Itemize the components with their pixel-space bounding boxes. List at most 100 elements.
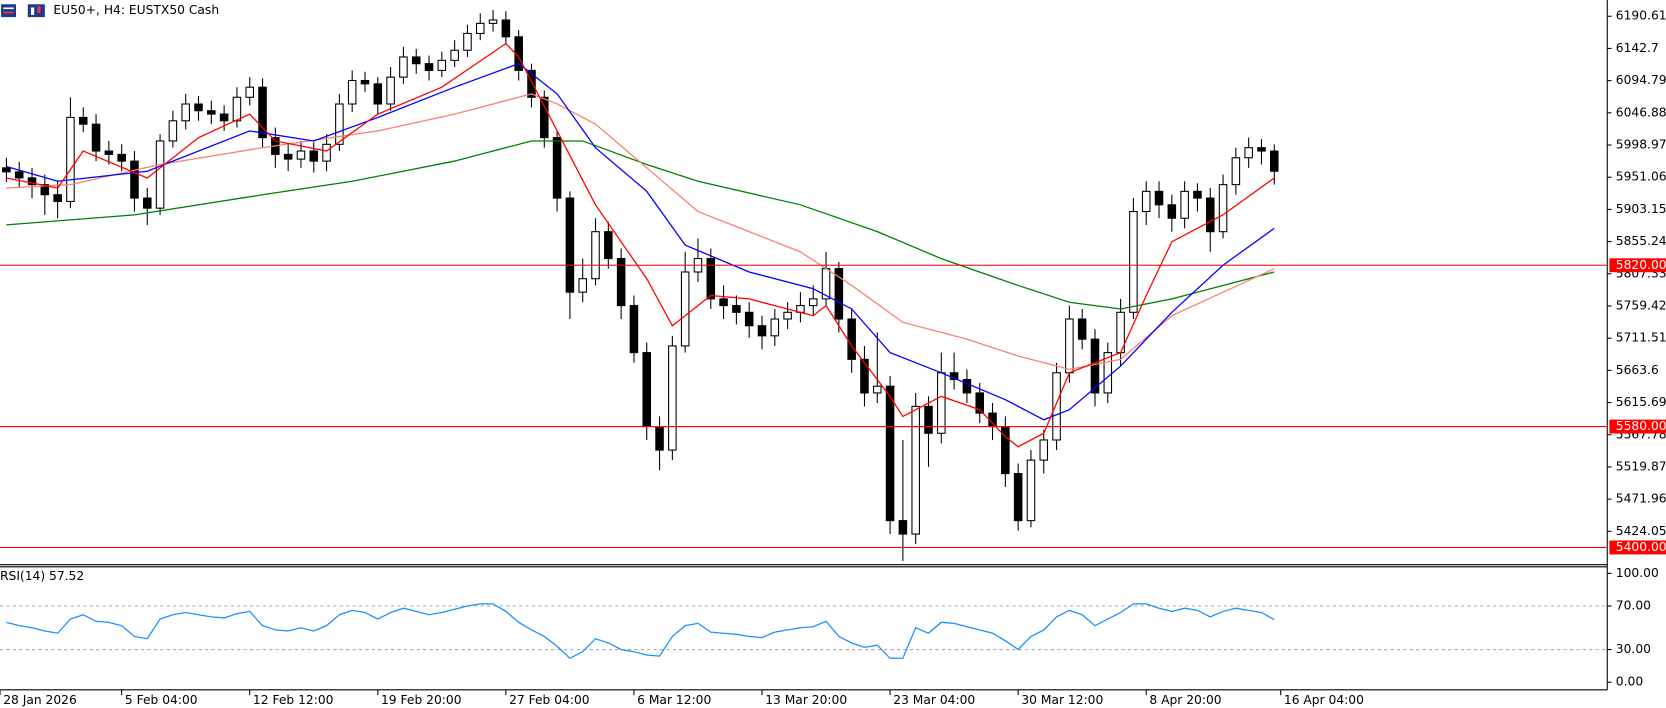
chart-icon-bar bbox=[37, 6, 41, 13]
candle-body bbox=[655, 426, 664, 451]
candle-body bbox=[424, 63, 434, 71]
candle-body bbox=[642, 352, 652, 428]
level-label: 5580.00 bbox=[1616, 419, 1666, 433]
y-tick-label: 5855.24 bbox=[1616, 234, 1666, 248]
y-tick-label: 6094.79 bbox=[1616, 73, 1666, 87]
candle-body bbox=[207, 110, 216, 115]
candle-body bbox=[296, 150, 306, 160]
candle-body bbox=[1090, 338, 1100, 394]
x-tick-label: 12 Feb 12:00 bbox=[253, 693, 334, 707]
y-tick-label: 6142.7 bbox=[1616, 41, 1659, 55]
y-tick-label: 5471.96 bbox=[1616, 492, 1666, 506]
candle-body bbox=[1129, 210, 1138, 313]
candle-body bbox=[143, 197, 152, 209]
candle-body bbox=[411, 56, 421, 65]
candle-body bbox=[1257, 147, 1266, 152]
candle-body bbox=[1231, 157, 1241, 186]
candle-body bbox=[360, 79, 370, 85]
candle-body bbox=[1205, 197, 1215, 233]
rsi-line bbox=[6, 603, 1275, 660]
x-tick-label: 28 Jan 2026 bbox=[3, 693, 77, 707]
candle-body bbox=[757, 325, 767, 337]
candle-body bbox=[604, 231, 613, 260]
menu-icon-bar bbox=[3, 11, 14, 14]
candle-body bbox=[975, 392, 984, 414]
x-tick-label: 30 Mar 12:00 bbox=[1021, 693, 1103, 707]
candle-body bbox=[53, 194, 62, 202]
y-tick-label: 5951.06 bbox=[1616, 170, 1666, 184]
candle-body bbox=[668, 345, 677, 451]
moving-average bbox=[6, 62, 1275, 421]
y-tick-label: 5711.51 bbox=[1616, 331, 1666, 345]
candle-body bbox=[1026, 459, 1036, 522]
candle-body bbox=[219, 113, 229, 122]
candle-body bbox=[104, 150, 114, 155]
candle-body bbox=[770, 318, 780, 337]
level-label: 5400.00 bbox=[1616, 540, 1666, 554]
candle-body bbox=[130, 160, 139, 199]
y-tick-label: 100.00 bbox=[1616, 566, 1659, 580]
candle-body bbox=[245, 86, 255, 98]
candle-body bbox=[616, 258, 626, 307]
y-tick-label: 5663.6 bbox=[1616, 363, 1659, 377]
candle-body bbox=[860, 358, 869, 394]
y-tick-label: 5519.87 bbox=[1616, 459, 1666, 473]
candle-body bbox=[501, 19, 511, 38]
candle-body bbox=[578, 278, 587, 293]
candle-body bbox=[347, 79, 357, 105]
x-tick-label: 23 Mar 04:00 bbox=[893, 693, 975, 707]
candle-body bbox=[475, 22, 485, 34]
menu-icon[interactable] bbox=[1, 4, 17, 18]
chart-icon[interactable] bbox=[27, 4, 45, 18]
x-tick-label: 19 Feb 20:00 bbox=[381, 693, 462, 707]
candle-body bbox=[1103, 352, 1113, 394]
level-badge bbox=[1609, 258, 1666, 273]
level-label: 5820.00 bbox=[1616, 258, 1666, 272]
candle-body bbox=[552, 137, 562, 199]
candle-body bbox=[66, 116, 75, 202]
candle-body bbox=[399, 56, 408, 78]
chart-title: EU50+, H4: EUSTX50 Cash bbox=[53, 3, 219, 17]
x-tick-label: 8 Apr 20:00 bbox=[1149, 693, 1221, 707]
candle-body bbox=[258, 86, 267, 139]
candle-body bbox=[706, 258, 716, 300]
candle-body bbox=[1141, 190, 1151, 213]
candle-body bbox=[155, 140, 165, 209]
candle-body bbox=[450, 49, 459, 61]
candle-body bbox=[885, 385, 895, 522]
candle-body bbox=[78, 116, 88, 125]
candle-body bbox=[1077, 318, 1087, 340]
candle-body bbox=[629, 305, 639, 354]
candle-body bbox=[591, 231, 600, 280]
y-tick-label: 5759.42 bbox=[1616, 298, 1666, 312]
candle-body bbox=[488, 19, 498, 24]
candle-body bbox=[847, 318, 856, 360]
level-badge bbox=[1609, 419, 1666, 434]
candle-body bbox=[898, 520, 908, 535]
candle-body bbox=[565, 197, 575, 293]
candle-body bbox=[386, 76, 395, 105]
candle-body bbox=[437, 59, 447, 71]
candle-body bbox=[937, 372, 946, 434]
y-tick-label: 30.00 bbox=[1616, 642, 1651, 656]
candle-body bbox=[1167, 204, 1177, 219]
y-tick-label: 70.00 bbox=[1616, 599, 1651, 613]
y-tick-label: 6046.88 bbox=[1616, 105, 1666, 119]
candle-body bbox=[14, 171, 24, 179]
candles bbox=[2, 9, 1279, 561]
candle-body bbox=[2, 167, 11, 173]
candle-body bbox=[1180, 190, 1189, 219]
candle-body bbox=[168, 120, 178, 142]
candle-body bbox=[1218, 184, 1228, 233]
candle-body bbox=[732, 305, 741, 313]
candle-body bbox=[1065, 318, 1074, 374]
candle-body bbox=[962, 378, 972, 394]
level-badge bbox=[1609, 540, 1666, 555]
candle-body bbox=[1193, 190, 1202, 199]
moving-average bbox=[6, 42, 1275, 448]
candle-body bbox=[719, 298, 728, 307]
y-tick-label: 6190.61 bbox=[1616, 9, 1666, 23]
candle-body bbox=[283, 153, 293, 160]
